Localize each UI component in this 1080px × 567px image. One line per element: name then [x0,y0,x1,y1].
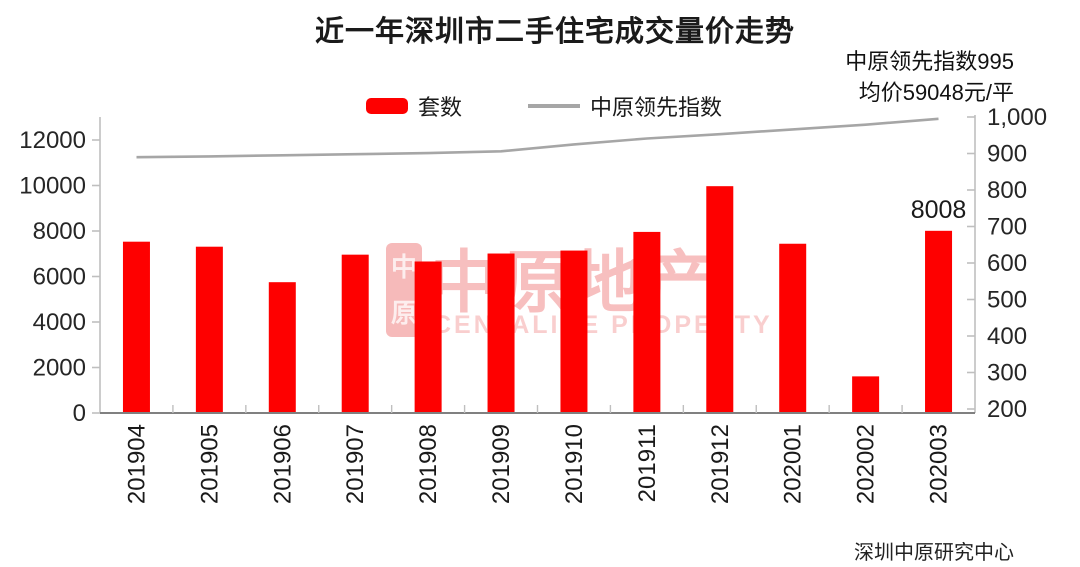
right-tick-label: 500 [987,287,1027,314]
x-tick-label-202002: 202002 [853,424,880,504]
annotation-index: 中原领先指数995 [845,49,1014,74]
x-tick-label-201909: 201909 [488,424,515,504]
bar-201909 [487,253,515,413]
left-tick-label: 4000 [33,309,86,336]
bar-201908 [414,261,442,413]
x-tick-label-201912: 201912 [707,424,734,504]
line-swatch-icon [528,104,581,108]
right-tick-label: 400 [987,323,1027,350]
svg-text:中: 中 [391,252,417,282]
bar-series [122,186,953,413]
right-tick-label: 600 [987,250,1027,277]
annotation-block: 中原领先指数995 均价59048元/平 [845,46,1014,108]
left-tick-label: 12000 [19,127,86,154]
right-tick-label: 700 [987,214,1027,241]
x-tick-label-201904: 201904 [123,424,150,504]
legend-label-bars: 套数 [418,95,463,120]
left-tick-label: 6000 [33,264,86,291]
axes: 0 2000 4000 6000 8000 10000 12000 200 300 400 500 6… [19,104,1047,504]
index-line [136,117,939,159]
legend-label-line: 中原领先指数 [590,95,723,120]
bar-201904 [122,241,150,413]
left-tick-label: 8000 [33,218,86,245]
right-tick-label: 800 [987,177,1027,204]
bar-201905 [195,246,223,413]
bar-202003 [925,230,953,413]
annotation-avg-price: 均价59048元/平 [858,80,1014,105]
source-credit: 深圳中原研究中心 [854,542,1014,564]
x-tick-label-201908: 201908 [415,424,442,504]
bar-202002 [852,376,880,413]
svg-text:原: 原 [391,298,417,328]
right-tick-label: 1,000 [987,104,1047,131]
chart-title: 近一年深圳市二手住宅成交量价走势 [314,16,795,48]
left-tick-label: 2000 [33,355,86,382]
left-tick-label: 10000 [19,173,86,200]
bar-201910 [560,250,588,413]
bar-201911 [633,231,661,413]
bar-201906 [268,282,296,413]
x-tick-label-201906: 201906 [269,424,296,504]
bar-201907 [341,254,369,413]
x-tick-label-202003: 202003 [926,424,953,504]
x-tick-label-201911: 201911 [634,424,661,502]
right-tick-label: 300 [987,360,1027,387]
left-tick-label: 0 [73,400,86,427]
chart-legend: 套数 中原领先指数 [366,90,722,122]
bar-data-label: 8008 [911,196,967,224]
right-tick-label: 200 [987,396,1027,423]
bar-202001 [779,243,807,413]
x-tick-label-201907: 201907 [342,424,369,504]
x-tick-label-201905: 201905 [196,424,223,504]
right-tick-label: 900 [987,141,1027,168]
x-tick-label-202001: 202001 [780,424,807,504]
bar-swatch-icon [366,98,408,114]
bar-201912 [706,186,734,413]
x-tick-label-201910: 201910 [561,424,588,504]
